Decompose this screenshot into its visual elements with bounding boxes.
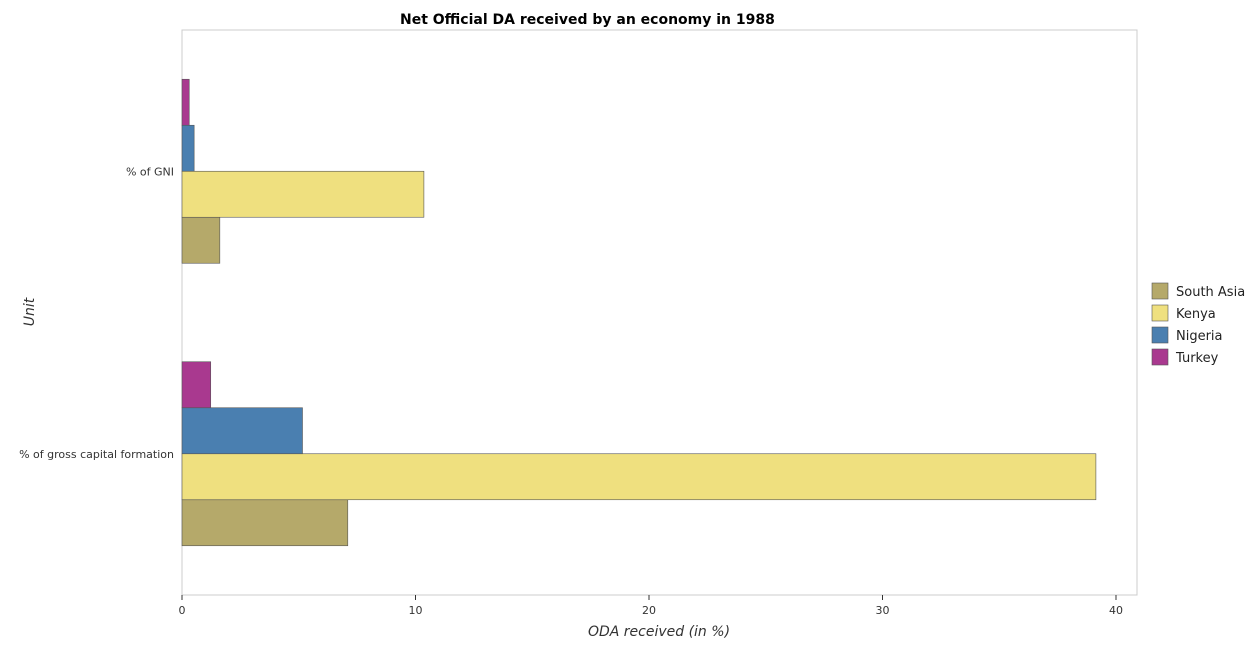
legend: South Asia Kenya Nigeria Turkey xyxy=(1151,282,1245,366)
legend-label: Nigeria xyxy=(1176,329,1223,344)
y-tick-label: % of gross capital formation xyxy=(19,448,174,461)
plot-area xyxy=(181,29,1138,596)
x-axis-ticks: 0 10 20 30 40 xyxy=(179,595,1123,617)
bar xyxy=(181,216,221,264)
y-tick-label: % of GNI xyxy=(126,165,174,178)
legend-label: Kenya xyxy=(1176,307,1216,322)
y-axis-label: Unit xyxy=(22,297,38,326)
bar xyxy=(181,124,195,172)
bar xyxy=(181,170,425,218)
legend-label: South Asia xyxy=(1176,285,1245,300)
bar xyxy=(181,78,190,126)
x-tick-label: 30 xyxy=(875,604,889,617)
x-axis-label: ODA received (in %) xyxy=(588,624,730,640)
bars-group xyxy=(181,78,1097,547)
y-axis-ticks: % of GNI % of gross capital formation xyxy=(19,165,174,461)
legend-swatch xyxy=(1151,304,1169,322)
legend-swatch xyxy=(1151,282,1169,300)
x-tick-label: 0 xyxy=(179,604,186,617)
bar xyxy=(181,407,303,455)
bar xyxy=(181,499,349,547)
x-tick-label: 10 xyxy=(408,604,422,617)
x-tick-label: 40 xyxy=(1109,604,1123,617)
bar xyxy=(181,453,1097,501)
bar xyxy=(181,361,212,409)
legend-label: Turkey xyxy=(1175,351,1219,366)
legend-swatch xyxy=(1151,326,1169,344)
legend-swatch xyxy=(1151,348,1169,366)
chart-title: Net Official DA received by an economy i… xyxy=(400,12,775,28)
x-tick-label: 20 xyxy=(642,604,656,617)
